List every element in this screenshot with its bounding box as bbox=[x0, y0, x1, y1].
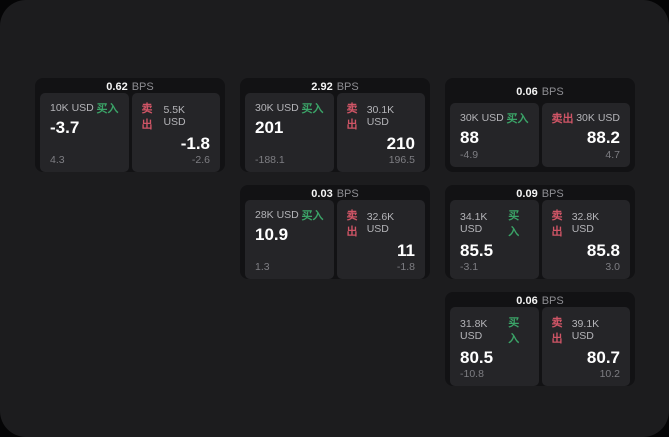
sell-panel[interactable]: 卖出 30K USD 88.2 4.7 bbox=[541, 103, 630, 167]
card-header: 0.62 BPS bbox=[35, 78, 225, 93]
bps-unit: BPS bbox=[336, 188, 359, 200]
buy-amount: 10K USD bbox=[50, 102, 94, 114]
sell-label: 卖出 bbox=[346, 210, 358, 238]
buy-amount: 30K USD bbox=[255, 102, 299, 114]
buy-amount: 34.1K USD bbox=[460, 211, 488, 235]
panels: 28K USD 买入 10.9 1.3 卖出 32.6K USD 11 -1.8 bbox=[240, 200, 430, 284]
sell-label: 卖出 bbox=[551, 210, 563, 238]
sell-panel[interactable]: 卖出 32.8K USD 85.8 3.0 bbox=[541, 200, 630, 279]
buy-label: 买入 bbox=[301, 103, 324, 115]
buy-label: 买入 bbox=[301, 210, 324, 222]
bps-unit: BPS bbox=[541, 295, 564, 307]
sell-label: 卖出 bbox=[141, 103, 153, 131]
sell-label: 卖出 bbox=[346, 103, 358, 131]
buy-price: 201 bbox=[255, 118, 284, 137]
buy-label: 买入 bbox=[508, 210, 520, 238]
buy-delta: -3.1 bbox=[460, 260, 479, 273]
panels: 34.1K USD 买入 85.5 -3.1 卖出 32.8K USD 85.8… bbox=[445, 200, 635, 284]
quote-card: 0.62 BPS 10K USD 买入 -3.7 4.3 卖出 5.5K USD bbox=[35, 78, 225, 172]
buy-panel[interactable]: 10K USD 买入 -3.7 4.3 bbox=[40, 93, 129, 172]
buy-panel[interactable]: 31.8K USD 买入 80.5 -10.8 bbox=[450, 307, 539, 386]
card-header: 0.09 BPS bbox=[445, 185, 635, 200]
quote-card: 0.03 BPS 28K USD 买入 10.9 1.3 卖出 32.6K US… bbox=[240, 185, 430, 279]
buy-amount: 28K USD bbox=[255, 209, 299, 221]
sell-amount: 30K USD bbox=[576, 112, 620, 124]
card-header: 0.06 BPS bbox=[445, 78, 635, 103]
buy-label: 买入 bbox=[506, 113, 529, 125]
bps-unit: BPS bbox=[336, 81, 359, 93]
bps-value: 0.06 bbox=[516, 86, 538, 98]
sell-price: 210 bbox=[386, 134, 415, 153]
bps-unit: BPS bbox=[541, 188, 564, 200]
buy-panel[interactable]: 30K USD 买入 88 -4.9 bbox=[450, 103, 539, 167]
sell-amount: 30.1K USD bbox=[366, 104, 395, 128]
sell-delta: 3.0 bbox=[605, 260, 620, 273]
sell-price: 88.2 bbox=[586, 128, 620, 147]
sell-delta: -2.6 bbox=[191, 153, 210, 166]
quote-card: 2.92 BPS 30K USD 买入 201 -188.1 卖出 30.1K … bbox=[240, 78, 430, 172]
sell-price: -1.8 bbox=[180, 134, 210, 153]
buy-label: 买入 bbox=[508, 317, 520, 345]
sell-label: 卖出 bbox=[551, 113, 574, 125]
card-header: 2.92 BPS bbox=[240, 78, 430, 93]
sell-delta: 4.7 bbox=[605, 149, 620, 161]
panels: 10K USD 买入 -3.7 4.3 卖出 5.5K USD -1.8 -2.… bbox=[35, 93, 225, 177]
sell-label: 卖出 bbox=[551, 317, 563, 345]
buy-label: 买入 bbox=[96, 103, 119, 115]
bps-unit: BPS bbox=[541, 86, 564, 98]
buy-panel[interactable]: 28K USD 买入 10.9 1.3 bbox=[245, 200, 334, 279]
bps-value: 0.09 bbox=[516, 188, 538, 200]
card-header: 0.06 BPS bbox=[445, 292, 635, 307]
quote-grid: 0.62 BPS 10K USD 买入 -3.7 4.3 卖出 5.5K USD bbox=[35, 78, 635, 386]
sell-delta: 10.2 bbox=[599, 367, 620, 380]
sell-panel[interactable]: 卖出 32.6K USD 11 -1.8 bbox=[336, 200, 425, 279]
sell-amount: 39.1K USD bbox=[571, 318, 600, 342]
buy-delta: -10.8 bbox=[460, 367, 484, 380]
sell-price: 11 bbox=[397, 241, 415, 260]
buy-amount: 30K USD bbox=[460, 112, 504, 124]
sell-amount: 32.6K USD bbox=[366, 211, 395, 235]
buy-price: 80.5 bbox=[460, 348, 494, 367]
buy-panel[interactable]: 30K USD 买入 201 -188.1 bbox=[245, 93, 334, 172]
buy-price: 88 bbox=[460, 128, 479, 147]
sell-panel[interactable]: 卖出 5.5K USD -1.8 -2.6 bbox=[131, 93, 220, 172]
sell-delta: 196.5 bbox=[388, 153, 415, 166]
bps-value: 2.92 bbox=[311, 81, 333, 93]
bps-unit: BPS bbox=[131, 81, 154, 93]
sell-panel[interactable]: 卖出 39.1K USD 80.7 10.2 bbox=[541, 307, 630, 386]
sell-price: 80.7 bbox=[586, 348, 620, 367]
quote-card: 0.06 BPS 31.8K USD 买入 80.5 -10.8 卖出 39.1… bbox=[445, 292, 635, 386]
sell-amount: 5.5K USD bbox=[163, 104, 186, 128]
buy-delta: -4.9 bbox=[460, 149, 479, 161]
sell-price: 85.8 bbox=[586, 241, 620, 260]
quote-card: 0.06 BPS 30K USD 买入 88 -4.9 卖出 30K USD bbox=[445, 78, 635, 172]
card-header: 0.03 BPS bbox=[240, 185, 430, 200]
bps-value: 0.62 bbox=[106, 81, 128, 93]
buy-price: 85.5 bbox=[460, 241, 494, 260]
buy-delta: 4.3 bbox=[50, 153, 65, 166]
buy-price: -3.7 bbox=[50, 118, 80, 137]
buy-delta: 1.3 bbox=[255, 260, 270, 273]
quote-card: 0.09 BPS 34.1K USD 买入 85.5 -3.1 卖出 32.8K… bbox=[445, 185, 635, 279]
panels: 30K USD 买入 201 -188.1 卖出 30.1K USD 210 1… bbox=[240, 93, 430, 177]
buy-amount: 31.8K USD bbox=[460, 318, 488, 342]
panels: 31.8K USD 买入 80.5 -10.8 卖出 39.1K USD 80.… bbox=[445, 307, 635, 391]
buy-price: 10.9 bbox=[255, 225, 289, 244]
buy-panel[interactable]: 34.1K USD 买入 85.5 -3.1 bbox=[450, 200, 539, 279]
bps-value: 0.03 bbox=[311, 188, 333, 200]
sell-amount: 32.8K USD bbox=[571, 211, 600, 235]
bps-value: 0.06 bbox=[516, 295, 538, 307]
sell-panel[interactable]: 卖出 30.1K USD 210 196.5 bbox=[336, 93, 425, 172]
buy-delta: -188.1 bbox=[255, 153, 285, 166]
panels: 30K USD 买入 88 -4.9 卖出 30K USD 88.2 4.7 bbox=[445, 103, 635, 172]
sell-delta: -1.8 bbox=[396, 260, 415, 273]
